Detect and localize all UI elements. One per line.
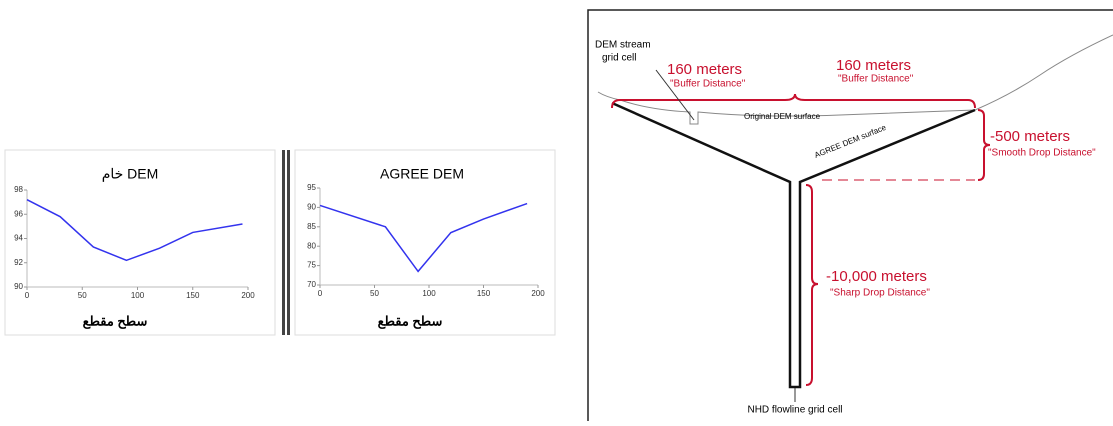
label: Original DEM surface (744, 112, 821, 121)
panel-left (4, 149, 276, 336)
sharp-brace (805, 184, 819, 386)
label: "Buffer Distance" (838, 74, 914, 85)
chart-title: AGREE DEM (380, 166, 464, 182)
x-tick-label: 0 (318, 289, 323, 298)
x-tick-label: 200 (531, 289, 545, 298)
divider (282, 150, 285, 335)
x-tick-label: 200 (241, 291, 255, 300)
frame (587, 9, 1113, 421)
agree-surface (611, 101, 976, 389)
y-tick-label: 98 (14, 185, 23, 194)
x-tick-label: 50 (370, 289, 379, 298)
label: NHD flowline grid cell (747, 405, 842, 416)
y-tick-label: 75 (307, 261, 316, 270)
label: "Buffer Distance" (670, 79, 746, 90)
x-tick-label: 150 (186, 291, 200, 300)
chart-title: خام DEM (102, 166, 159, 183)
label: DEM stream (595, 40, 651, 51)
y-tick-label: 85 (307, 222, 316, 231)
smooth-brace (977, 109, 991, 181)
label: -500 meters (990, 128, 1070, 145)
y-tick-label: 92 (14, 258, 23, 267)
label: 160 meters (667, 61, 742, 78)
label: "Smooth Drop Distance" (988, 148, 1096, 159)
x-tick-label: 50 (78, 291, 87, 300)
pointer (655, 69, 695, 121)
data-line (319, 202, 528, 273)
label: -10,000 meters (826, 268, 927, 285)
x-tick-label: 100 (131, 291, 145, 300)
x-tick-label: 150 (477, 289, 491, 298)
y-tick-label: 94 (14, 234, 23, 243)
divider (287, 150, 290, 335)
y-tick-label: 70 (307, 280, 316, 289)
label: AGREE DEM surface (813, 123, 888, 160)
y-tick-label: 95 (307, 183, 316, 192)
label: grid cell (602, 53, 636, 64)
diagram: DEM stream grid cell 160 meters "Buffer … (587, 9, 1113, 421)
panel-right (294, 149, 556, 336)
data-line (26, 199, 243, 262)
x-axis-label: سطح مقطع (378, 313, 443, 329)
label: 160 meters (836, 57, 911, 74)
x-tick-label: 100 (422, 289, 436, 298)
original-surface (597, 34, 1113, 125)
y-tick-label: 90 (307, 203, 316, 212)
y-tick-label: 90 (14, 282, 23, 291)
buffer-brace (611, 93, 976, 109)
y-tick-label: 96 (14, 209, 23, 218)
y-tick-label: 80 (307, 241, 316, 250)
label: "Sharp Drop Distance" (830, 288, 930, 299)
x-axis-label: سطح مقطع (83, 313, 148, 329)
x-tick-label: 0 (25, 291, 30, 300)
